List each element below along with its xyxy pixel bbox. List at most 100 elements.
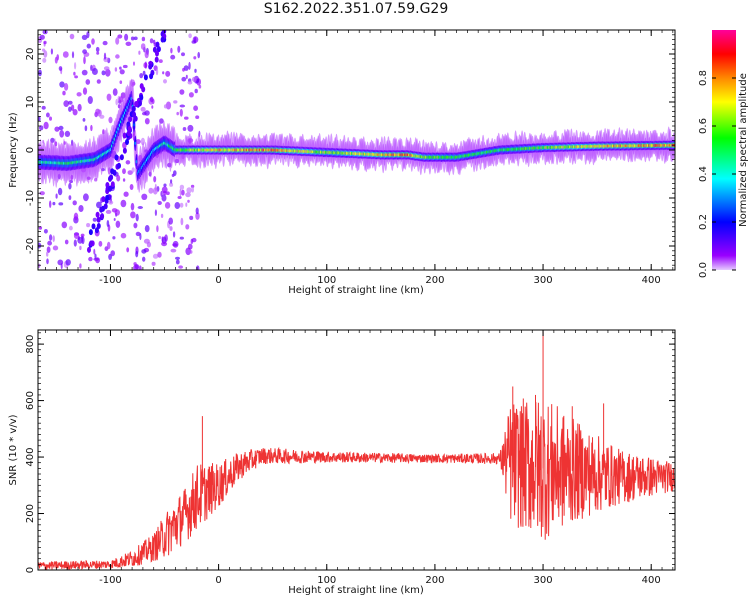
heatmap-cell	[103, 203, 108, 210]
heatmap-cell	[133, 264, 139, 270]
colorbar-tick-label: 0.2	[698, 214, 709, 230]
heatmap-cell	[165, 70, 171, 77]
heatmap-cell	[197, 51, 200, 59]
heatmap-cell	[81, 34, 88, 41]
heatmap-cell	[162, 20, 166, 26]
heatmap-cell	[98, 240, 103, 247]
heatmap-cell	[161, 241, 168, 247]
heatmap-cell	[82, 118, 86, 122]
heatmap-cell	[117, 34, 123, 39]
figure-title: S162.2022.351.07.59.G29	[263, 1, 449, 17]
heatmap-cell	[164, 202, 171, 209]
heatmap-cell	[117, 162, 121, 169]
heatmap-cell	[61, 221, 68, 229]
heatmap-cell	[43, 229, 48, 234]
heatmap-cell	[119, 154, 124, 161]
heatmap-cell	[156, 225, 159, 233]
heatmap-cell	[106, 93, 112, 102]
heatmap-cell	[110, 250, 115, 257]
heatmap-cell	[149, 96, 154, 103]
heatmap-cell	[100, 213, 105, 220]
heatmap-cell	[140, 137, 145, 146]
heatmap-cell	[106, 241, 111, 250]
y-tick-label: 400	[25, 448, 36, 467]
heatmap-cell	[83, 56, 86, 65]
heatmap-cell	[133, 222, 138, 229]
heatmap-cell	[163, 79, 167, 84]
heatmap-cell	[124, 33, 129, 41]
heatmap-cell	[39, 191, 45, 196]
heatmap-cell	[130, 211, 136, 219]
y-tick-label: 0	[25, 147, 36, 153]
heatmap-cell	[177, 196, 182, 199]
heatmap-cell	[105, 182, 110, 188]
heatmap-cell	[126, 130, 131, 137]
heatmap-cell	[102, 40, 108, 46]
heatmap-cell	[72, 200, 77, 206]
heatmap-cell	[76, 92, 82, 97]
heatmap-cell	[81, 69, 88, 76]
heatmap-cell	[170, 47, 173, 54]
heatmap-cell	[54, 126, 60, 132]
heatmap-cell	[185, 202, 188, 207]
heatmap-cell	[153, 176, 157, 183]
heatmap-cell	[110, 168, 115, 175]
y-tick-label: 10	[25, 96, 36, 109]
heatmap-cell	[193, 56, 197, 60]
heatmap-cell	[54, 56, 58, 64]
heatmap-cell	[175, 256, 180, 260]
heatmap-cell	[157, 251, 162, 258]
heatmap-cell	[58, 202, 64, 206]
heatmap-cell	[187, 80, 193, 85]
heatmap-cell	[96, 201, 102, 209]
heatmap-cell	[161, 186, 168, 194]
heatmap-cell	[73, 232, 80, 239]
heatmap-cell	[183, 65, 189, 71]
heatmap-cell	[178, 265, 184, 269]
heatmap-cell	[116, 174, 121, 182]
heatmap-cell	[134, 101, 139, 108]
heatmap-cell	[182, 67, 185, 72]
heatmap-cell	[80, 233, 85, 237]
heatmap-cell	[123, 191, 129, 197]
heatmap-cell	[68, 182, 72, 190]
heatmap-cell	[181, 52, 185, 57]
heatmap-cell	[82, 87, 88, 95]
heatmap-cell	[139, 83, 144, 90]
heatmap-cell	[74, 62, 77, 70]
heatmap-cell	[142, 111, 147, 116]
heatmap-cell	[95, 211, 100, 218]
heatmap-cell	[88, 256, 93, 262]
snr-y-axis-label: SNR (10 * v/v)	[8, 414, 19, 485]
heatmap-cell	[187, 124, 194, 132]
snr-series-line	[38, 398, 675, 570]
spectrogram-heatmap	[38, 20, 675, 270]
heatmap-cell	[168, 217, 173, 225]
heatmap-cell	[86, 223, 91, 228]
heatmap-cell	[131, 105, 136, 112]
heatmap-cell	[114, 154, 119, 161]
y-tick-label: -10	[25, 190, 36, 206]
heatmap-cell	[179, 202, 184, 208]
heatmap-cell	[42, 30, 48, 35]
heatmap-cell	[63, 100, 69, 107]
heatmap-cell	[138, 265, 142, 270]
heatmap-cell	[62, 51, 69, 58]
heatmap-cell	[108, 185, 113, 192]
colorbar: 0.0 0.2 0.4 0.6 0.8 Normalized spectral ampl…	[698, 30, 749, 278]
heatmap-cell	[179, 188, 182, 197]
heatmap-cell	[90, 64, 93, 71]
heatmap-cell	[191, 40, 196, 44]
heatmap-cell	[112, 88, 118, 96]
y-tick-label: 0	[25, 567, 36, 573]
heatmap-cell	[96, 223, 101, 229]
heatmap-cell	[173, 100, 178, 104]
heatmap-cell	[135, 231, 141, 237]
colorbar-gradient	[712, 30, 736, 270]
heatmap-cell	[52, 235, 55, 243]
y-tick-label: 200	[25, 504, 36, 523]
heatmap-cell	[103, 52, 107, 60]
heatmap-cell	[68, 195, 72, 201]
heatmap-cell	[50, 48, 54, 55]
heatmap-cell	[188, 33, 192, 39]
